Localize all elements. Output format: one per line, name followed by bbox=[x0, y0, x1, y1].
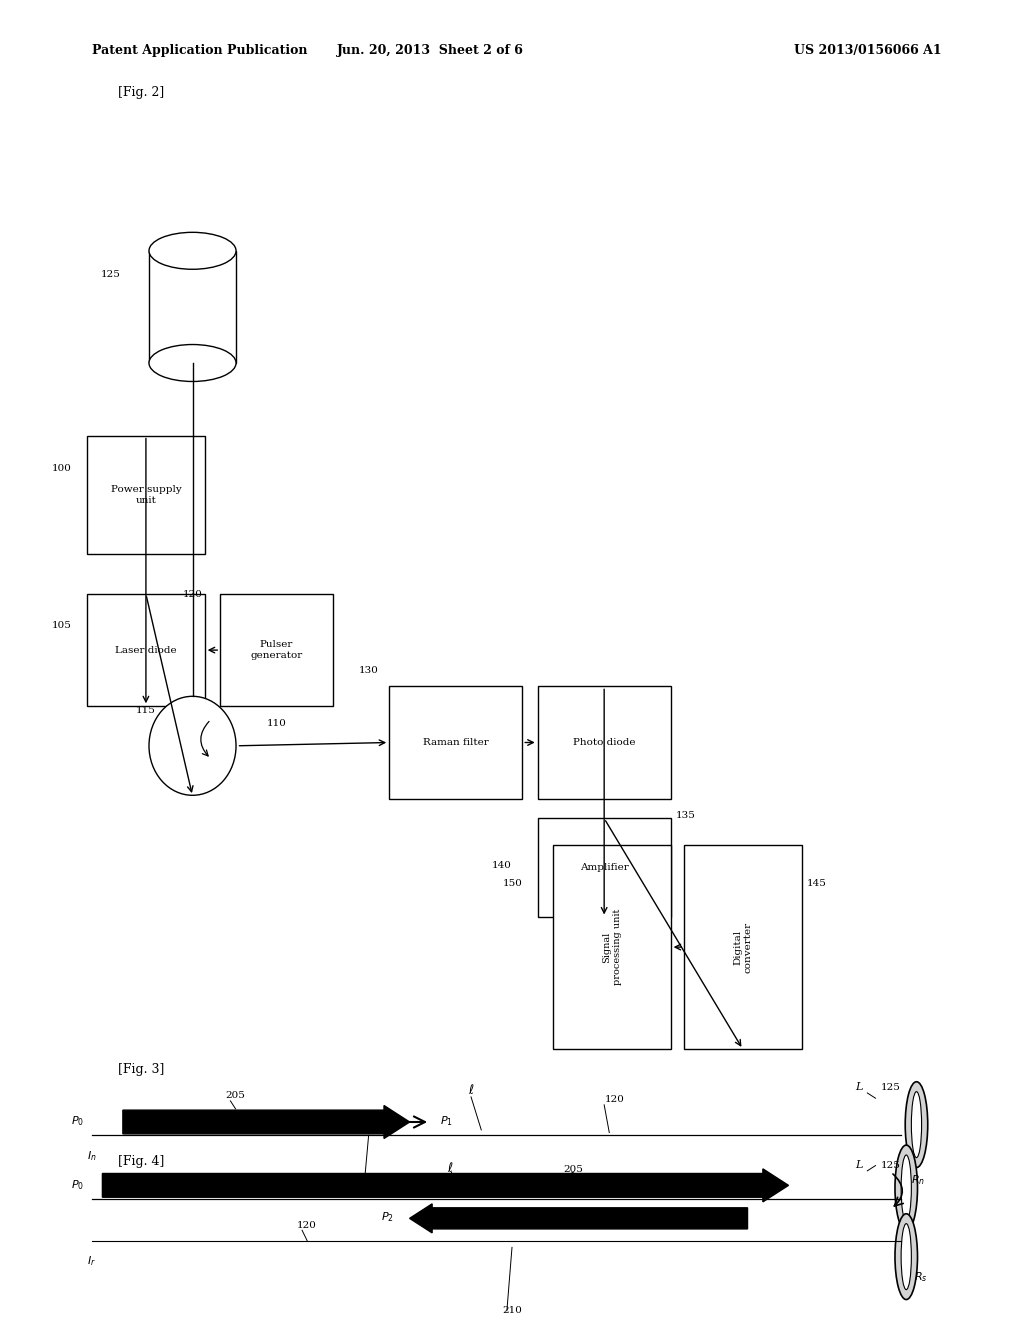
Text: $I_n$: $I_n$ bbox=[87, 1148, 96, 1163]
FancyBboxPatch shape bbox=[150, 251, 236, 363]
Text: Power supply
unit: Power supply unit bbox=[111, 486, 181, 504]
Text: $P_2$: $P_2$ bbox=[381, 1210, 394, 1224]
Text: L: L bbox=[855, 1082, 862, 1093]
Ellipse shape bbox=[901, 1155, 911, 1221]
Ellipse shape bbox=[150, 697, 237, 795]
FancyBboxPatch shape bbox=[87, 594, 205, 706]
Text: 135: 135 bbox=[676, 812, 695, 821]
Text: $I_r$: $I_r$ bbox=[87, 1254, 96, 1269]
Ellipse shape bbox=[905, 1082, 928, 1167]
Ellipse shape bbox=[901, 1224, 911, 1290]
Text: 130: 130 bbox=[359, 667, 379, 676]
Text: Raman filter: Raman filter bbox=[423, 738, 488, 747]
FancyArrow shape bbox=[123, 1105, 410, 1138]
Text: 120: 120 bbox=[604, 1096, 625, 1105]
Text: 150: 150 bbox=[503, 879, 522, 888]
FancyArrow shape bbox=[102, 1170, 788, 1201]
FancyBboxPatch shape bbox=[389, 686, 522, 799]
Text: [Fig. 4]: [Fig. 4] bbox=[118, 1155, 164, 1168]
Text: US 2013/0156066 A1: US 2013/0156066 A1 bbox=[795, 44, 942, 57]
Ellipse shape bbox=[150, 232, 237, 269]
Text: $R_s$: $R_s$ bbox=[914, 1270, 928, 1284]
Text: 120: 120 bbox=[297, 1221, 317, 1230]
Text: 205: 205 bbox=[225, 1092, 246, 1101]
Text: 115: 115 bbox=[136, 706, 156, 715]
Text: $R_n$: $R_n$ bbox=[911, 1172, 926, 1187]
FancyBboxPatch shape bbox=[220, 594, 333, 706]
Text: 125: 125 bbox=[881, 1084, 900, 1093]
Text: $P_0$: $P_0$ bbox=[71, 1114, 84, 1127]
Text: 210: 210 bbox=[358, 1188, 379, 1197]
Text: 210: 210 bbox=[502, 1307, 522, 1316]
Ellipse shape bbox=[895, 1214, 918, 1299]
Text: Signal
processing unit: Signal processing unit bbox=[602, 909, 622, 985]
Text: [Fig. 2]: [Fig. 2] bbox=[118, 86, 164, 99]
Ellipse shape bbox=[150, 345, 237, 381]
Text: $P_0$: $P_0$ bbox=[71, 1179, 84, 1192]
Text: 120: 120 bbox=[182, 590, 203, 599]
Text: Digital
converter: Digital converter bbox=[733, 921, 753, 973]
Ellipse shape bbox=[895, 1144, 918, 1230]
Text: L: L bbox=[855, 1160, 862, 1171]
FancyBboxPatch shape bbox=[684, 845, 802, 1049]
Text: 105: 105 bbox=[52, 620, 72, 630]
Text: 125: 125 bbox=[101, 271, 121, 280]
Text: [Fig. 3]: [Fig. 3] bbox=[118, 1063, 164, 1076]
Text: 140: 140 bbox=[493, 861, 512, 870]
Text: Pulser
generator: Pulser generator bbox=[250, 640, 303, 660]
Text: Amplifier: Amplifier bbox=[580, 863, 629, 873]
Text: $\ell$: $\ell$ bbox=[447, 1162, 454, 1175]
FancyBboxPatch shape bbox=[87, 436, 205, 554]
FancyBboxPatch shape bbox=[538, 686, 671, 799]
Ellipse shape bbox=[911, 1092, 922, 1158]
FancyBboxPatch shape bbox=[553, 845, 671, 1049]
FancyArrow shape bbox=[410, 1204, 748, 1233]
Text: Photo diode: Photo diode bbox=[572, 738, 636, 747]
Text: 125: 125 bbox=[881, 1162, 900, 1171]
Text: Jun. 20, 2013  Sheet 2 of 6: Jun. 20, 2013 Sheet 2 of 6 bbox=[337, 44, 523, 57]
Text: 100: 100 bbox=[52, 465, 72, 474]
Text: 205: 205 bbox=[563, 1166, 584, 1175]
Text: Laser diode: Laser diode bbox=[115, 645, 177, 655]
Text: $\ell$: $\ell$ bbox=[468, 1084, 474, 1097]
Text: 110: 110 bbox=[266, 719, 287, 729]
FancyBboxPatch shape bbox=[538, 818, 671, 917]
Text: Patent Application Publication: Patent Application Publication bbox=[92, 44, 307, 57]
Text: $P_1$: $P_1$ bbox=[440, 1114, 454, 1127]
Text: 145: 145 bbox=[807, 879, 826, 888]
